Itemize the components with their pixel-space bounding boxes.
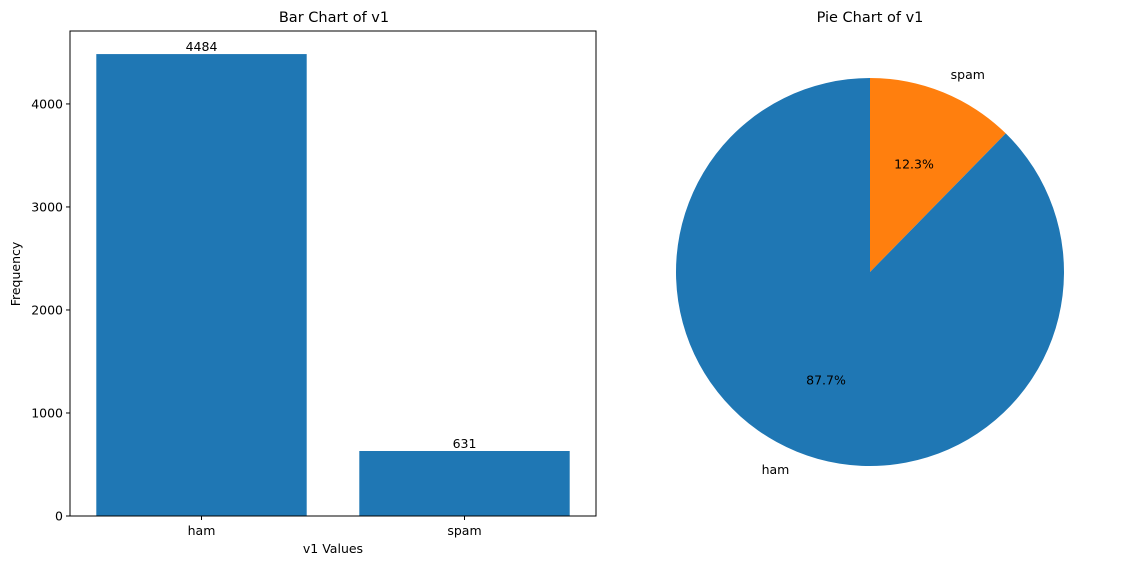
x-tick-label: spam (447, 523, 481, 538)
y-tick-label: 4000 (31, 96, 63, 111)
x-tick-label: ham (188, 523, 216, 538)
bar-ham (96, 54, 307, 516)
pie-percent-label: 12.3% (894, 157, 934, 172)
bar-data-label: 4484 (186, 39, 218, 54)
pie-category-label: spam (951, 67, 985, 82)
bar-x-axis-label: v1 Values (303, 541, 363, 556)
pie-labels: 12.3% spam 87.7% ham (762, 67, 985, 477)
pie-chart: Pie Chart of v1 12.3% spam 87.7% ham (675, 10, 1065, 477)
bar-data-labels: 4484 631 (186, 39, 477, 451)
bar-chart-title: Bar Chart of v1 (279, 10, 389, 26)
bar-spam (359, 450, 570, 516)
bar-y-axis-label: Frequency (8, 241, 23, 306)
bar-chart: Bar Chart of v1 0 1000 2000 3000 4000 ham spa… (8, 10, 597, 556)
pie-chart-title: Pie Chart of v1 (817, 10, 924, 26)
y-tick-label: 0 (55, 509, 63, 524)
pie-percent-label: 87.7% (806, 372, 846, 387)
pie-category-label: ham (762, 462, 790, 477)
y-tick-label: 3000 (31, 199, 63, 214)
bar-y-axis: 0 1000 2000 3000 4000 (31, 96, 70, 524)
pie-series (675, 78, 1065, 466)
bar-series (96, 54, 570, 516)
bar-x-axis: ham spam (188, 516, 482, 538)
pie-slice-ham (675, 78, 1065, 466)
bar-plot-frame (69, 30, 597, 517)
pie-slice-spam (870, 78, 1006, 272)
bar-data-label: 631 (453, 436, 477, 451)
y-tick-label: 2000 (31, 302, 63, 317)
y-tick-label: 1000 (31, 405, 63, 420)
